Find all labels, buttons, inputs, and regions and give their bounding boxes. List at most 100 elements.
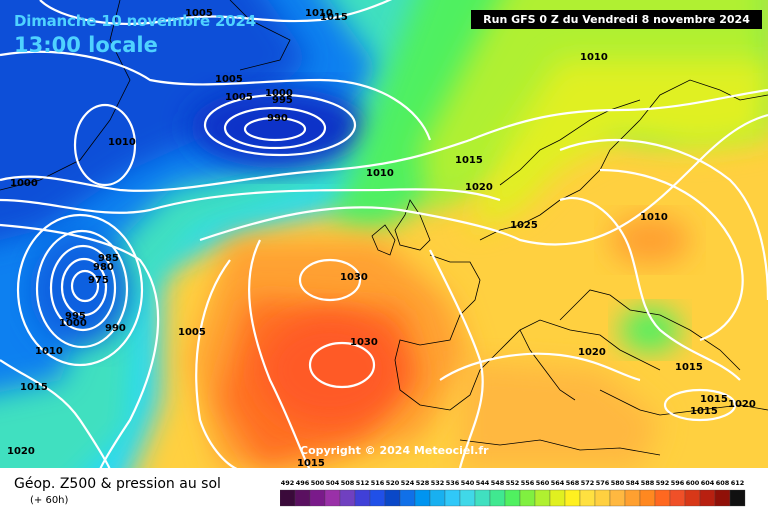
legend-swatch (654, 489, 671, 507)
legend-value: 608 (716, 479, 730, 487)
legend-swatch (339, 489, 356, 507)
legend-value: 576 (596, 479, 610, 487)
legend-value: 528 (416, 479, 430, 487)
legend-swatch (729, 489, 746, 507)
legend-swatch (444, 489, 461, 507)
isobar-label: 1005 (225, 92, 253, 103)
copyright-notice: Copyright © 2024 Meteociel.fr (300, 444, 489, 457)
isobar-label: 980 (93, 262, 114, 273)
isobar-label: 990 (105, 323, 126, 334)
legend-value: 588 (641, 479, 655, 487)
legend-swatch (294, 489, 311, 507)
geopotential-field (0, 0, 768, 468)
legend-value: 492 (281, 479, 295, 487)
legend-swatch (534, 489, 551, 507)
forecast-time: 13:00 locale (14, 33, 158, 57)
isobars (0, 0, 768, 468)
legend-value: 612 (731, 479, 745, 487)
legend-swatch (459, 489, 476, 507)
legend-value: 520 (386, 479, 400, 487)
legend-swatch (699, 489, 716, 507)
legend-swatch (429, 489, 446, 507)
run-info-banner: Run GFS 0 Z du Vendredi 8 novembre 2024 (471, 10, 762, 29)
legend-swatch (609, 489, 626, 507)
legend-value: 548 (491, 479, 505, 487)
legend-swatch (384, 489, 401, 507)
legend-value: 540 (461, 479, 475, 487)
map-footer: Géop. Z500 & pression au sol (+ 60h) 492… (0, 468, 768, 512)
isobar-label: 1015 (675, 362, 703, 373)
isobar-label: 1000 (59, 318, 87, 329)
legend-value: 512 (356, 479, 370, 487)
legend-value: 560 (536, 479, 550, 487)
legend-swatch (594, 489, 611, 507)
legend-value: 504 (326, 479, 340, 487)
legend-value: 556 (521, 479, 535, 487)
isobar-label: 1015 (690, 406, 718, 417)
isobar-label: 1015 (320, 12, 348, 23)
legend-value: 600 (686, 479, 700, 487)
legend-swatch (639, 489, 656, 507)
isobar-label: 1020 (728, 399, 756, 410)
legend-value: 532 (431, 479, 445, 487)
legend-swatch (489, 489, 506, 507)
isobar-label: 1030 (340, 272, 368, 283)
legend-value: 596 (671, 479, 685, 487)
legend-swatch (474, 489, 491, 507)
isobar-label: 990 (267, 113, 288, 124)
isobar-label: 1005 (178, 327, 206, 338)
isobar-label: 1010 (108, 137, 136, 148)
isobar-label: 975 (88, 275, 109, 286)
legend-swatch (549, 489, 566, 507)
isobar-label: 1005 (185, 8, 213, 19)
isobar-label: 995 (65, 311, 86, 322)
legend-swatch (309, 489, 326, 507)
legend-swatch (399, 489, 416, 507)
isobar-label: 985 (98, 253, 119, 264)
legend-swatch (624, 489, 641, 507)
legend-value: 568 (566, 479, 580, 487)
isobar-label: 1030 (350, 337, 378, 348)
legend-swatch (714, 489, 731, 507)
isobar-label: 1015 (297, 458, 325, 468)
isobar-label: 1015 (455, 155, 483, 166)
legend-swatch (669, 489, 686, 507)
isobar-label: 1025 (510, 220, 538, 231)
isobar-label: 1010 (580, 52, 608, 63)
isobar-label: 1000 (10, 178, 38, 189)
legend-value: 496 (296, 479, 310, 487)
isobar-label: 1010 (640, 212, 668, 223)
legend-swatch (369, 489, 386, 507)
isobar-label: 995 (272, 95, 293, 106)
forecast-date: Dimanche 10 novembre 2024 (14, 12, 256, 30)
isobar-label: 1005 (215, 74, 243, 85)
legend-swatch (504, 489, 521, 507)
legend-value: 580 (611, 479, 625, 487)
forecast-lead-time: (+ 60h) (30, 495, 69, 506)
legend-swatch (519, 489, 536, 507)
legend-value: 508 (341, 479, 355, 487)
legend-swatch (354, 489, 371, 507)
legend-value: 524 (401, 479, 415, 487)
isobar-label: 1015 (700, 394, 728, 405)
legend-swatch (579, 489, 596, 507)
legend-value: 584 (626, 479, 640, 487)
legend-value: 564 (551, 479, 565, 487)
color-scale-legend: 492 496 500 504 508 512 516 520 524 528 532 536 540 5… (280, 479, 746, 507)
isobar-label: 1010 (366, 168, 394, 179)
isobar-label: 1015 (20, 382, 48, 393)
legend-value: 572 (581, 479, 595, 487)
isobar-label: 1010 (305, 8, 333, 19)
legend-swatch (324, 489, 341, 507)
legend-value: 516 (371, 479, 385, 487)
legend-swatch (280, 489, 296, 507)
legend-value: 604 (701, 479, 715, 487)
legend-swatch (684, 489, 701, 507)
isobar-label: 1010 (35, 346, 63, 357)
map-title: Géop. Z500 & pression au sol (14, 476, 221, 492)
legend-swatch (564, 489, 581, 507)
isobar-label: 1020 (578, 347, 606, 358)
legend-value: 552 (506, 479, 520, 487)
